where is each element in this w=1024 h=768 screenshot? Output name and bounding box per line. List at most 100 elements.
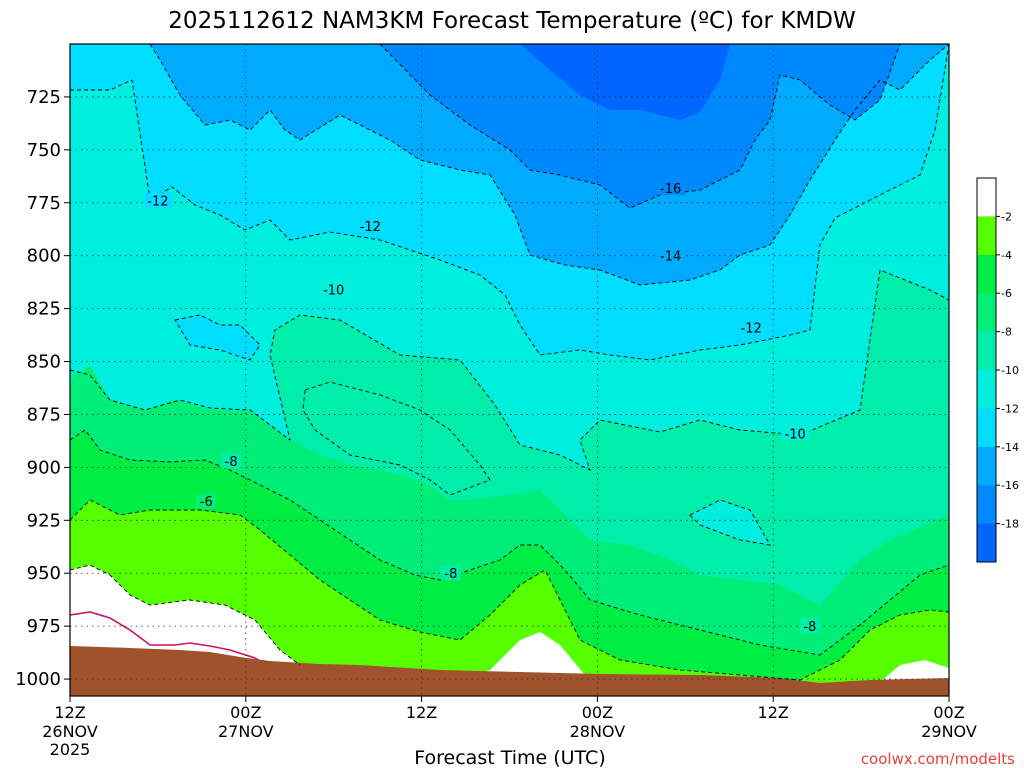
x-tick-label: 00Z <box>230 703 261 722</box>
pocket-a <box>303 382 490 495</box>
contour-label: -10 <box>781 425 810 443</box>
contour-label-bg <box>440 565 461 581</box>
y-tick-label: 825 <box>27 299 61 320</box>
contour-label: -6 <box>196 493 217 510</box>
contour-label-bg <box>799 618 820 634</box>
contour-label: -16 <box>656 179 685 197</box>
colorbar-swatch <box>977 446 996 486</box>
x-tick-label: 27NOV <box>218 722 274 741</box>
y-tick-label: 800 <box>27 246 61 267</box>
colorbar-swatch <box>977 485 996 525</box>
contour-label-bg <box>143 192 172 208</box>
contour-label-text: -8 <box>803 620 816 635</box>
contour-label-bg <box>356 218 385 234</box>
contour-label: -8 <box>221 453 242 470</box>
contour-minus-6 <box>70 499 949 681</box>
contour-label-text: -14 <box>660 250 681 265</box>
y-tick-label: 1000 <box>15 669 61 690</box>
plot-area: -16 -14 -12 -12 -12 -10 -10 -8 -8 -8 -6 <box>70 44 949 696</box>
y-tick-label: 775 <box>27 193 61 214</box>
y-axis: 725 750 775 800 825 850 875 900 925 950 975 1000 <box>15 87 70 690</box>
contour-label-text: -8 <box>444 567 457 582</box>
contour-label: -14 <box>656 247 685 265</box>
band-below-minus-18 <box>520 44 730 120</box>
contour-label-bg <box>781 425 810 441</box>
band-minus-4-to-2 <box>70 500 949 696</box>
contour-minus-10 <box>70 269 949 471</box>
pocket-c <box>175 315 260 360</box>
y-tick-label: 850 <box>27 352 61 373</box>
colorbar-label: -14 <box>1001 441 1019 454</box>
x-tick-label: 12Z <box>406 703 437 722</box>
colorbar-label: -8 <box>1001 326 1012 339</box>
contour-minus-10-pocket <box>689 499 771 546</box>
x-tick-label: 00Z <box>933 703 964 722</box>
y-tick-label: 975 <box>27 616 61 637</box>
x-tick-label: 26NOV <box>42 722 98 741</box>
contour-label-text: -12 <box>741 322 762 337</box>
contour-label: -10 <box>319 281 348 299</box>
colorbar-swatch <box>977 331 996 371</box>
y-tick-label: 725 <box>27 87 61 108</box>
credit-text: coolwx.com/modelts <box>861 750 1015 768</box>
plot-frame <box>69 43 950 697</box>
contour-label-text: -8 <box>225 455 238 470</box>
contour-minus-8-inner <box>302 381 491 496</box>
x-tick-label: 2025 <box>50 740 91 759</box>
contour-minus-12 <box>70 44 949 361</box>
contour-label: -12 <box>143 192 172 210</box>
contour-label-text: -16 <box>660 182 681 197</box>
colorbar-swatch <box>977 254 996 294</box>
contour-label-text: -10 <box>785 428 806 443</box>
x-tick-label: 12Z <box>54 703 85 722</box>
contour-lines <box>70 44 949 681</box>
y-tick-label: 950 <box>27 563 61 584</box>
colorbar-label: -10 <box>1001 364 1019 377</box>
contour-label-bg <box>656 247 685 263</box>
colorbar-label: -12 <box>1001 402 1019 415</box>
contour-label: -12 <box>737 319 766 337</box>
contour-label-bg <box>656 179 685 195</box>
colorbar: -2 -4 -6 -8 -10 -12 -14 -16 -18 <box>976 177 1019 563</box>
contour-label-bg <box>221 453 242 469</box>
contour-label: -12 <box>356 218 385 235</box>
contour-label-bg <box>737 319 766 335</box>
contour-labels: -16 -14 -12 -12 -12 -10 -10 -8 -8 -8 -6 <box>143 179 820 635</box>
colorbar-swatch <box>977 408 996 448</box>
contour-label-text: -6 <box>200 495 213 510</box>
colorbar-label: -16 <box>1001 479 1019 492</box>
contour-label-text: -12 <box>147 195 168 210</box>
freezing-line <box>70 611 266 665</box>
colorbar-swatch <box>977 178 996 217</box>
colorbar-label: -18 <box>1001 518 1019 531</box>
y-tick-label: 925 <box>27 510 61 531</box>
contour-label: -8 <box>440 565 461 582</box>
contour-label-text: -12 <box>360 220 381 235</box>
x-tick-label: 12Z <box>758 703 789 722</box>
contour-label-text: -10 <box>323 284 344 299</box>
colorbar-swatch <box>977 293 996 333</box>
colorbar-label: -2 <box>1001 210 1012 223</box>
colorbar-label: -6 <box>1001 287 1012 300</box>
colorbar-swatch <box>977 370 996 409</box>
contour-minus-14 <box>149 44 949 286</box>
pocket-b <box>690 500 770 545</box>
x-tick-label: 28NOV <box>570 722 626 741</box>
colorbar-swatch <box>977 216 996 256</box>
y-tick-label: 875 <box>27 404 61 425</box>
contour-minus-4 <box>70 564 301 666</box>
x-tick-label: 29NOV <box>921 722 977 741</box>
colorbar-label: -4 <box>1001 249 1012 262</box>
contour-label-bg <box>319 281 348 297</box>
contour-label-bg <box>196 493 217 509</box>
y-tick-label: 750 <box>27 140 61 161</box>
x-tick-label: 00Z <box>582 703 613 722</box>
band-minus-18-to-16 <box>380 44 900 208</box>
contour-label: -8 <box>799 618 820 635</box>
x-axis-label: Forecast Time (UTC) <box>414 747 605 768</box>
chart-title: 2025112612 NAM3KM Forecast Temperature (… <box>168 8 855 34</box>
y-tick-label: 900 <box>27 457 61 478</box>
colorbar-swatch <box>977 523 996 563</box>
